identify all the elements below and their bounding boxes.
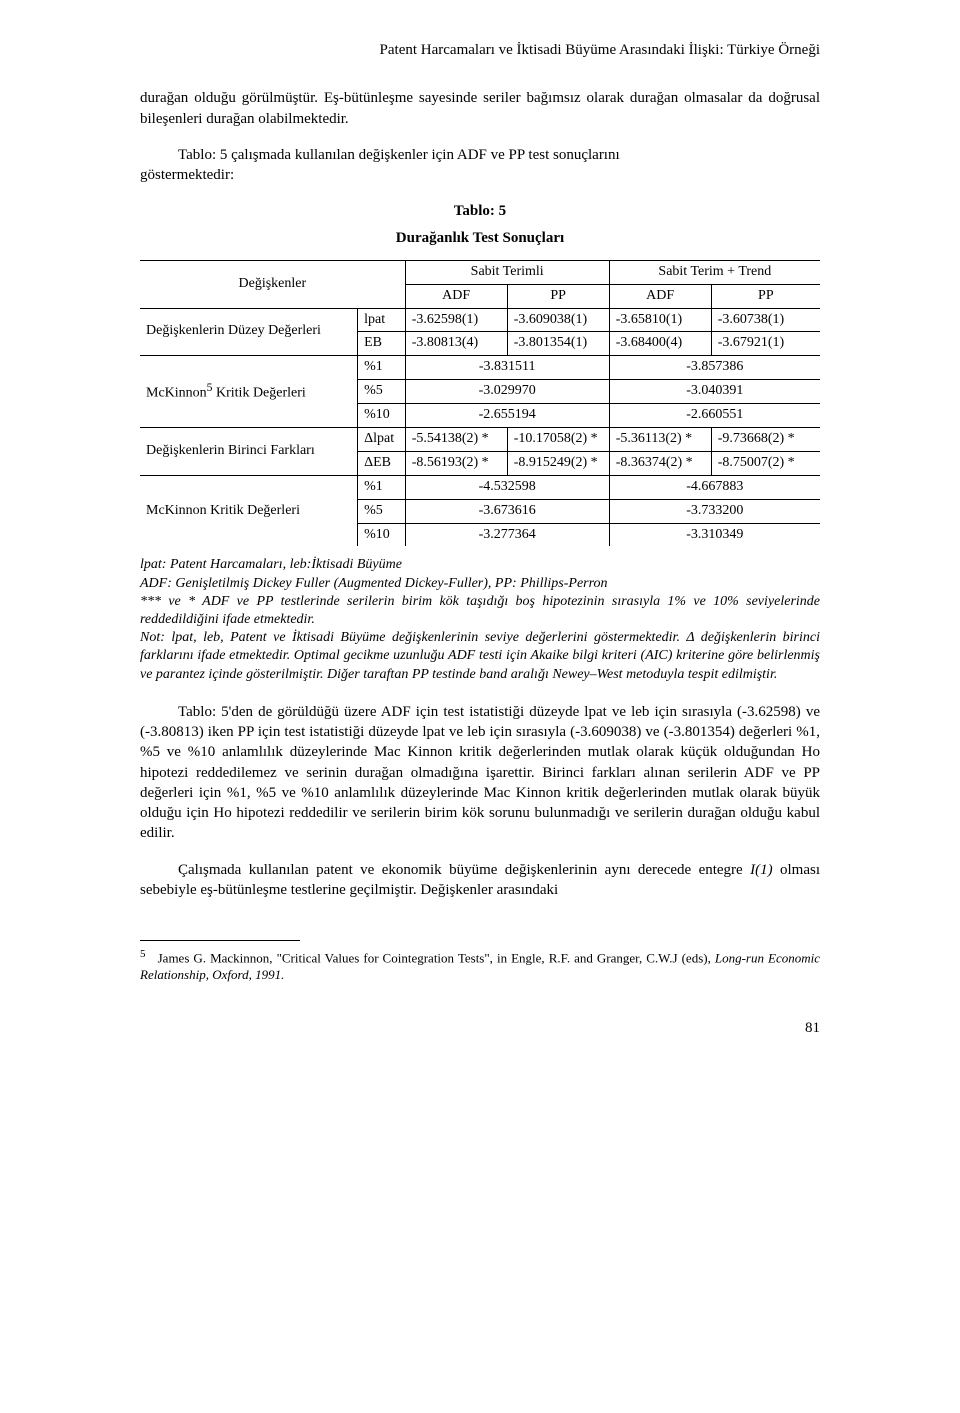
key-deb: ΔEB bbox=[358, 451, 406, 475]
footnote-5: 5 James G. Mackinnon, "Critical Values f… bbox=[140, 947, 820, 984]
page-number: 81 bbox=[140, 1018, 820, 1038]
mk-5l: -3.673616 bbox=[405, 499, 609, 523]
dlpat-adf1: -5.54138(2) * bbox=[405, 427, 507, 451]
head-adf-2: ADF bbox=[609, 284, 711, 308]
row-mk5-1: McKinnon5 Kritik Değerleri %1 -3.831511 … bbox=[140, 356, 820, 380]
mk-pct10: %10 bbox=[358, 523, 406, 546]
paragraph-2a: Tablo: 5 çalışmada kullanılan değişkenle… bbox=[178, 147, 620, 163]
head-sabit-trend: Sabit Terim + Trend bbox=[609, 260, 820, 284]
head-adf-1: ADF bbox=[405, 284, 507, 308]
label-mk5-tail: Kritik Değerleri bbox=[213, 386, 306, 401]
footnote-text-1: James G. Mackinnon, "Critical Values for… bbox=[158, 950, 715, 965]
paragraph-4: Çalışmada kullanılan patent ve ekonomik … bbox=[140, 860, 820, 901]
note-l3: *** ve * ADF ve PP testlerinde serilerin… bbox=[140, 594, 820, 627]
mk5-5r: -3.040391 bbox=[609, 380, 820, 404]
key-dlpat: Δlpat bbox=[358, 427, 406, 451]
label-mk5-text: McKinnon bbox=[146, 386, 207, 401]
head-sabit-terimli: Sabit Terimli bbox=[405, 260, 609, 284]
deb-pp1: -8.915249(2) * bbox=[507, 451, 609, 475]
mk5-1l: -3.831511 bbox=[405, 356, 609, 380]
mk-pct1: %1 bbox=[358, 475, 406, 499]
note-l4: Not: lpat, leb, Patent ve İktisadi Büyüm… bbox=[140, 630, 820, 681]
footnote-num: 5 bbox=[140, 948, 146, 960]
row-dlpat: Değişkenlerin Birinci Farkları Δlpat -5.… bbox=[140, 427, 820, 451]
dlpat-pp2: -9.73668(2) * bbox=[711, 427, 820, 451]
table-title-line1: Tablo: 5 bbox=[140, 201, 820, 221]
label-duzey: Değişkenlerin Düzey Değerleri bbox=[140, 308, 358, 356]
table-title-line2: Durağanlık Test Sonuçları bbox=[140, 228, 820, 248]
head-degiskenler: Değişkenler bbox=[140, 260, 405, 308]
row-lpat: Değişkenlerin Düzey Değerleri lpat -3.62… bbox=[140, 308, 820, 332]
label-mk5: McKinnon5 Kritik Değerleri bbox=[140, 356, 358, 428]
running-header: Patent Harcamaları ve İktisadi Büyüme Ar… bbox=[140, 40, 820, 60]
stationarity-table: Değişkenler Sabit Terimli Sabit Terim + … bbox=[140, 260, 820, 547]
key-eb: EB bbox=[358, 332, 406, 356]
mk-pct5: %5 bbox=[358, 499, 406, 523]
mk-1l: -4.532598 bbox=[405, 475, 609, 499]
eb-adf2: -3.68400(4) bbox=[609, 332, 711, 356]
mk-1r: -4.667883 bbox=[609, 475, 820, 499]
footnote-separator bbox=[140, 940, 300, 941]
table-head-row-1: Değişkenler Sabit Terimli Sabit Terim + … bbox=[140, 260, 820, 284]
eb-pp1: -3.801354(1) bbox=[507, 332, 609, 356]
page-root: Patent Harcamaları ve İktisadi Büyüme Ar… bbox=[70, 0, 890, 1098]
paragraph-1: durağan olduğu görülmüştür. Eş-bütünleşm… bbox=[140, 88, 820, 129]
row-mk-1: McKinnon Kritik Değerleri %1 -4.532598 -… bbox=[140, 475, 820, 499]
mk5-pct10: %10 bbox=[358, 404, 406, 428]
note-l1: lpat: Patent Harcamaları, leb:İktisadi B… bbox=[140, 557, 402, 572]
eb-adf1: -3.80813(4) bbox=[405, 332, 507, 356]
mk-5r: -3.733200 bbox=[609, 499, 820, 523]
note-l2: ADF: Genişletilmiş Dickey Fuller (Augmen… bbox=[140, 576, 608, 591]
head-pp-1: PP bbox=[507, 284, 609, 308]
deb-adf2: -8.36374(2) * bbox=[609, 451, 711, 475]
mk5-10r: -2.660551 bbox=[609, 404, 820, 428]
lpat-pp2: -3.60738(1) bbox=[711, 308, 820, 332]
head-pp-2: PP bbox=[711, 284, 820, 308]
mk5-5l: -3.029970 bbox=[405, 380, 609, 404]
mk5-10l: -2.655194 bbox=[405, 404, 609, 428]
table-notes: lpat: Patent Harcamaları, leb:İktisadi B… bbox=[140, 556, 820, 683]
label-mk: McKinnon Kritik Değerleri bbox=[140, 475, 358, 546]
p4-ital: I(1) bbox=[750, 862, 773, 878]
paragraph-2: Tablo: 5 çalışmada kullanılan değişkenle… bbox=[140, 145, 820, 186]
dlpat-pp1: -10.17058(2) * bbox=[507, 427, 609, 451]
eb-pp2: -3.67921(1) bbox=[711, 332, 820, 356]
dlpat-adf2: -5.36113(2) * bbox=[609, 427, 711, 451]
mk-10l: -3.277364 bbox=[405, 523, 609, 546]
deb-adf1: -8.56193(2) * bbox=[405, 451, 507, 475]
deb-pp2: -8.75007(2) * bbox=[711, 451, 820, 475]
lpat-adf2: -3.65810(1) bbox=[609, 308, 711, 332]
key-lpat: lpat bbox=[358, 308, 406, 332]
p4-pre: Çalışmada kullanılan patent ve ekonomik … bbox=[178, 862, 750, 878]
lpat-adf1: -3.62598(1) bbox=[405, 308, 507, 332]
mk5-1r: -3.857386 bbox=[609, 356, 820, 380]
mk5-pct5: %5 bbox=[358, 380, 406, 404]
mk5-pct1: %1 bbox=[358, 356, 406, 380]
mk-10r: -3.310349 bbox=[609, 523, 820, 546]
lpat-pp1: -3.609038(1) bbox=[507, 308, 609, 332]
paragraph-3: Tablo: 5'den de görüldüğü üzere ADF için… bbox=[140, 702, 820, 844]
label-birinci: Değişkenlerin Birinci Farkları bbox=[140, 427, 358, 475]
paragraph-2b: göstermektedir: bbox=[140, 167, 234, 183]
